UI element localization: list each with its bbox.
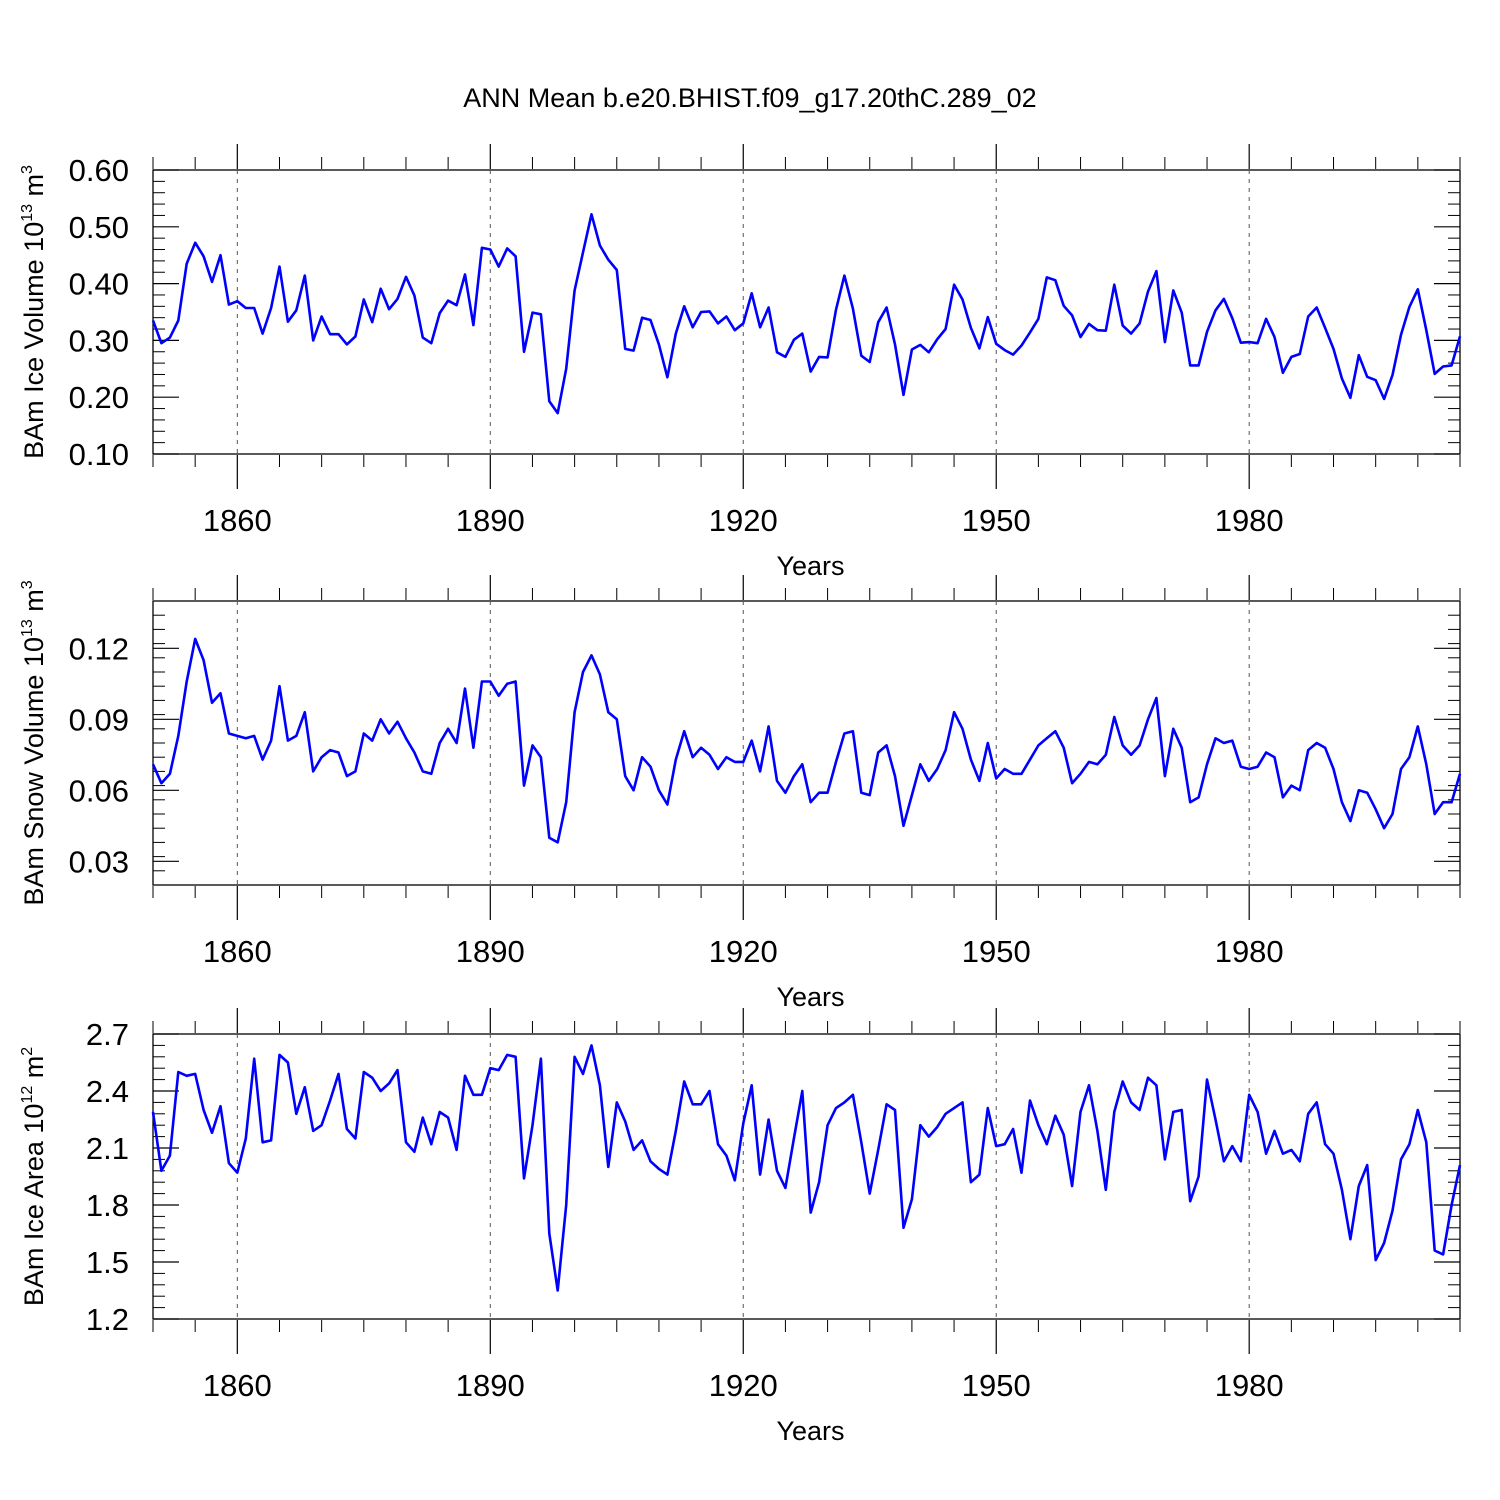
ice-area-series-line [151, 1044, 1462, 1292]
ice-volume-x-tick-label: 1950 [962, 503, 1031, 538]
snow-volume-y-tick-label: 0.03 [69, 844, 129, 879]
ice-volume-y-tick-label: 0.10 [69, 437, 129, 472]
snow-volume-y-axis-title: BAm Snow Volume 1013 m3 [19, 580, 49, 905]
ice-volume-y-axis-title: BAm Ice Volume 1013 m3 [19, 165, 49, 459]
ice-area-x-tick-label: 1950 [962, 1368, 1031, 1403]
snow-volume-x-tick-label: 1980 [1215, 934, 1284, 969]
snow-volume-x-tick-label: 1920 [709, 934, 778, 969]
ice-area-y-axis-title: BAm Ice Area 1012 m2 [19, 1047, 49, 1306]
ice-volume-x-tick-label: 1920 [709, 503, 778, 538]
ice-volume-series-line [151, 213, 1462, 415]
figure-title: ANN Mean b.e20.BHIST.f09_g17.20thC.289_0… [463, 83, 1036, 113]
ice-area-x-tick-label: 1890 [456, 1368, 525, 1403]
snow-volume-x-tick-label: 1890 [456, 934, 525, 969]
ice-area-x-tick-label: 1980 [1215, 1368, 1284, 1403]
panel-ice-volume: 1860 1890 1920 1950 1980 0.10 0.20 0.30 0.40 0.50… [19, 144, 1462, 581]
ice-area-x-axis-title: Years [776, 1416, 844, 1446]
ice-volume-x-tick-label: 1890 [456, 503, 525, 538]
ice-area-y-tick-label: 2.1 [86, 1131, 129, 1166]
ice-volume-y-tick-label: 0.30 [69, 323, 129, 358]
ice-area-plot-frame [152, 1033, 1461, 1320]
ice-area-y-tick-label: 1.2 [86, 1302, 129, 1337]
snow-volume-y-tick-label: 0.09 [69, 702, 129, 737]
panel-snow-volume: 1860 1890 1920 1950 1980 0.03 0.06 0.09 0.12 Year… [19, 575, 1462, 1012]
ice-volume-y-tick-label: 0.50 [69, 210, 129, 245]
ice-volume-x-axis-title: Years [776, 551, 844, 581]
snow-volume-x-axis-title: Years [776, 982, 844, 1012]
snow-volume-series-line [151, 637, 1462, 844]
ice-volume-plot-frame [152, 169, 1461, 455]
ice-area-x-tick-label: 1860 [203, 1368, 272, 1403]
ice-area-x-tick-label: 1920 [709, 1368, 778, 1403]
ice-volume-x-tick-label: 1860 [203, 503, 272, 538]
panel-ice-area: 1860 1890 1920 1950 1980 1.2 1.5 1.8 2.1 2.4 2.7 Ye… [19, 1008, 1462, 1446]
ice-area-y-tick-label: 2.7 [86, 1017, 129, 1052]
snow-volume-y-tick-label: 0.12 [69, 631, 129, 666]
snow-volume-plot-frame [152, 600, 1461, 886]
snow-volume-x-tick-label: 1860 [203, 934, 272, 969]
ice-area-y-tick-label: 1.5 [86, 1245, 129, 1280]
ice-volume-y-tick-label: 0.60 [69, 153, 129, 188]
ice-volume-y-tick-label: 0.20 [69, 380, 129, 415]
ice-area-y-tick-label: 1.8 [86, 1188, 129, 1223]
ice-area-y-tick-label: 2.4 [86, 1074, 129, 1109]
ice-volume-y-tick-label: 0.40 [69, 267, 129, 302]
snow-volume-x-tick-label: 1950 [962, 934, 1031, 969]
snow-volume-y-tick-label: 0.06 [69, 773, 129, 808]
ice-volume-x-tick-label: 1980 [1215, 503, 1284, 538]
